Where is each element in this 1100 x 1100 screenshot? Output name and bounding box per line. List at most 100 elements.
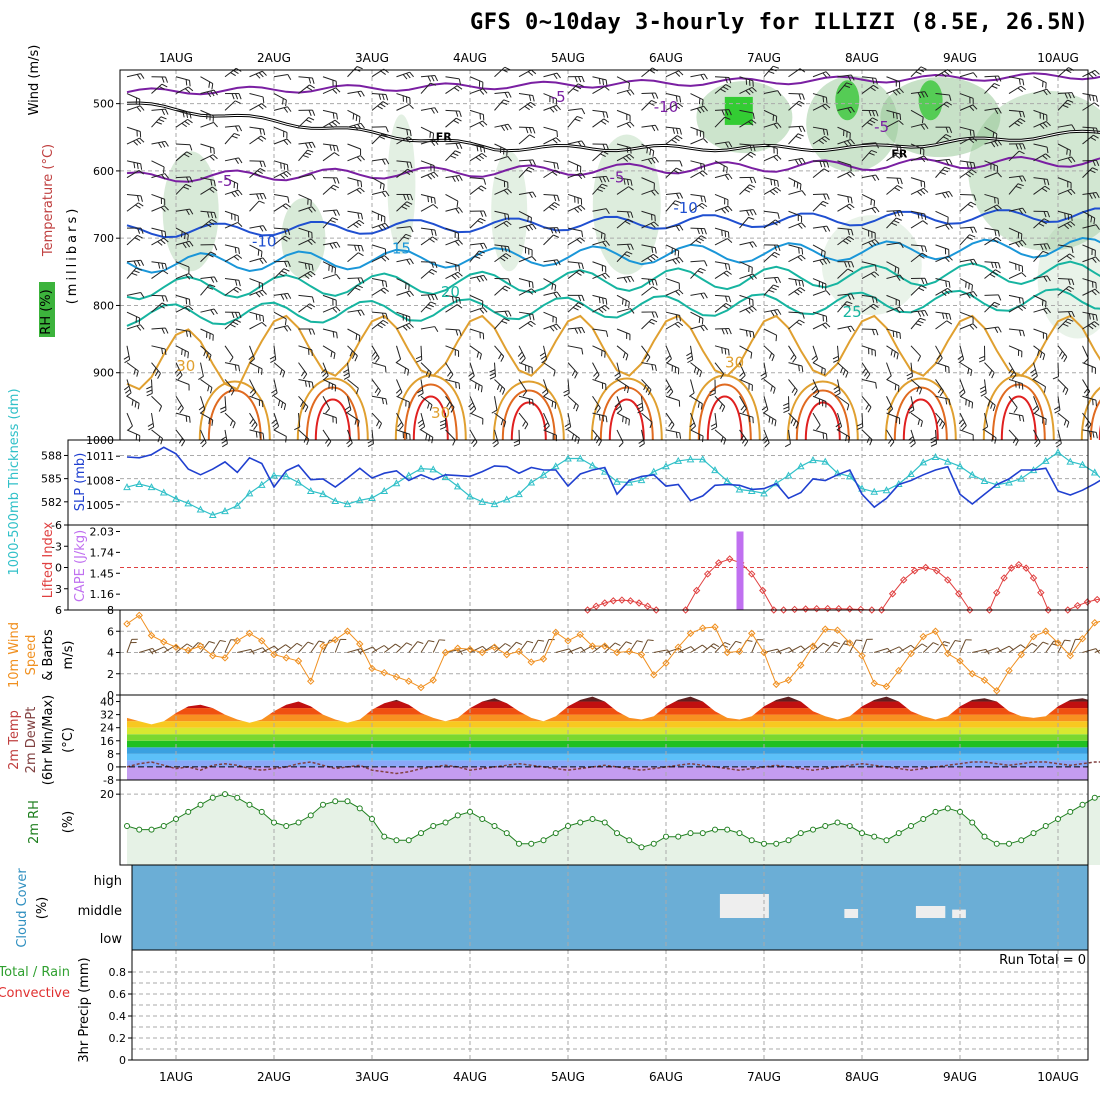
wind-barb [861,76,876,79]
wind-barb-flag [189,80,191,87]
wind-barb-flag [823,193,827,200]
rh-fill [127,794,1100,865]
wind-barb-flag [353,124,359,131]
wind-barb-flag [973,194,977,201]
wind-barb-flag [626,179,630,186]
wind-barb-flag [944,289,950,295]
wind-barb-flag [948,223,953,229]
axis-label-wind10-speed: Speed [24,635,39,676]
wind-barb-flag [1042,122,1048,128]
wind-barb [1057,177,1072,184]
wind-barb-flag [161,109,166,116]
wind-barb-flag [896,275,901,281]
wind-barb-flag [1068,278,1071,285]
wind-barb-flag [997,230,1000,237]
wind-barb [1033,379,1046,388]
thickness-marker [576,454,585,462]
wind-barb-flag [762,409,769,414]
wind-barb-flag [238,247,240,255]
wind-barb-flag [868,241,873,247]
wind-barb-flag [626,90,632,96]
wind-barb-flag [938,357,943,363]
wind-barb-flag [334,267,337,274]
wind-barb [935,244,949,250]
wind-barb [518,210,532,219]
wind-barb-flag [957,355,964,360]
wind-barb-flag [477,384,480,391]
wind-barb-flag [357,91,362,98]
wind-barb-flag [898,120,904,125]
wind-barb-flag [503,99,510,103]
wind-barb-flag [969,292,975,298]
wind-barb-flag [238,125,243,132]
wind-barb [984,236,997,246]
y-tick-label: 1005 [86,499,114,512]
wind-barb-flag [674,323,681,328]
wind-barb-flag [207,253,214,258]
wind-barb [922,642,934,653]
wind-barb-flag [361,277,365,284]
wind-barb-flag [311,264,314,271]
thickness-marker [429,465,438,473]
wind-barb [126,412,133,427]
wind-barb-flag [159,304,165,309]
wind-speed-marker [588,642,597,650]
wind-barb-flag [499,257,506,262]
wind-barb-flag [210,251,217,256]
wind-barb [861,142,876,145]
wind-barb [445,271,459,279]
wind-barb-flag [648,102,655,106]
wind-barb-flag [336,241,341,248]
wind-barb-flag [334,119,341,125]
wind-barb-flag [477,220,484,224]
wind-barb-flag [1067,157,1073,164]
thickness-marker [1041,456,1050,464]
wind-barb-flag [847,261,851,268]
wind-barb [935,101,947,111]
wind-barb-flag [355,333,358,340]
wind-barb [592,208,607,212]
wind-barb-flag [796,321,803,326]
wind-barb-flag [354,287,361,291]
wind-barb [665,102,679,111]
wind-barb-flag [189,144,193,151]
wind-barb-flag [871,77,875,84]
wind-barb-flag [629,153,635,159]
rh-marker [626,837,633,844]
wind-barb-flag [1088,313,1091,320]
temp-contour [126,314,1100,391]
wind-barb-flag [622,416,624,423]
wind-barb-flag [522,420,527,427]
wind-barb-flag [774,277,778,284]
wind-barb [690,311,704,319]
wind-barb-flag [232,321,239,326]
wind-barb [763,345,775,356]
wind-barb [959,126,974,132]
wind-barb-flag [1042,641,1049,645]
wind-barb-flag [431,294,435,301]
wind-barb-flag [282,205,288,210]
wind-barb [641,221,655,229]
wind-barb-flag [478,250,485,254]
date-label-bottom: 3AUG [355,1070,389,1084]
wind-barb-flag [1089,169,1096,174]
wind-barb [910,396,915,411]
wind-barb-flag [476,253,483,257]
wind-barb-flag [870,305,876,310]
wind-barb [861,303,874,313]
wind-barb-flag [699,267,706,272]
wind-barb [175,429,186,442]
wind-barb-flag [1011,374,1017,380]
wind-barb-flag [851,261,855,268]
y-tick-label: 1.74 [90,546,115,559]
lifted-index-marker [801,605,810,613]
wind-barb-flag [990,402,994,409]
wind-barb-flag [945,192,950,198]
y-tick-label: 0.4 [109,1010,127,1023]
wind-barb-flag [725,84,732,88]
wind-barb [322,152,335,162]
wind-barb [126,291,141,296]
wind-barb-flag [208,640,215,644]
temp-contour [126,207,1100,239]
